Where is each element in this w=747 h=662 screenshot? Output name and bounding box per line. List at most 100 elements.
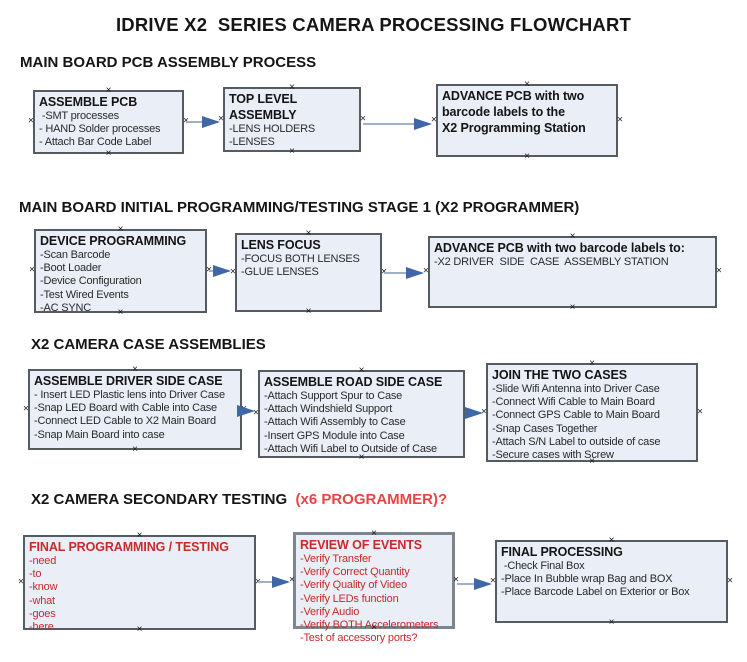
box-item: -GLUE LENSES	[241, 266, 319, 279]
page-title: IDRIVE X2 SERIES CAMERA PROCESSING FLOWC…	[115, 14, 632, 35]
box-title: ADVANCE PCB with two barcode labels to t…	[442, 89, 586, 135]
box-item: -LENSES	[229, 136, 275, 149]
anchor-marker-right: ×	[206, 264, 212, 276]
box-item: -Verify Correct Quantity	[300, 566, 410, 579]
box-item: -Boot Loader	[40, 262, 102, 275]
anchor-marker-right: ×	[255, 576, 261, 587]
anchor-marker-left: ×	[490, 575, 496, 586]
box-item: -Attach S/N Label to outside of case	[492, 435, 661, 448]
box-item: -Attach Windshield Support	[264, 403, 393, 416]
box-item: -Test Wired Events	[40, 288, 129, 301]
section-heading-red-suffix: (x6 PROGRAMMER)?	[295, 491, 448, 508]
box-item: -Verify BOTH Accelerometers	[300, 619, 439, 632]
anchor-marker-right: ×	[360, 113, 366, 124]
anchor-marker-left: ×	[29, 264, 35, 276]
box-item: -Verify LEDs function	[300, 592, 399, 605]
box-item: -Insert GPS Module into Case	[264, 429, 405, 442]
box-join-the-two-cases[interactable]: JOIN THE TWO CASES -Slide Wifi Antenna i…	[481, 359, 703, 467]
box-item: -Attach Wifi Assembly to Case	[264, 416, 406, 429]
box-device-programming[interactable]: DEVICE PROGRAMMING -Scan Barcode -Boot L…	[29, 225, 212, 318]
box-item: - Attach Bar Code Label	[39, 136, 152, 149]
box-advance-pcb-driver-side-station[interactable]: ADVANCE PCB with two barcode labels to: …	[423, 232, 722, 313]
box-title: ASSEMBLE ROAD SIDE CASE	[264, 375, 443, 389]
box-item: -FOCUS BOTH LENSES	[241, 253, 360, 265]
box-title: FINAL PROGRAMMING / TESTING	[29, 540, 229, 554]
box-title: REVIEW OF EVENTS	[300, 538, 423, 552]
box-review-of-events[interactable]: REVIEW OF EVENTS -Verify Transfer -Verif…	[289, 529, 459, 645]
anchor-marker-left: ×	[431, 114, 437, 125]
anchor-marker-left: ×	[423, 265, 429, 277]
anchor-marker-left: ×	[481, 406, 487, 417]
box-assemble-driver-side-case[interactable]: ASSEMBLE DRIVER SIDE CASE - Insert LED P…	[23, 365, 247, 455]
box-item: -Place Barcode Label on Exterior or Box	[501, 586, 690, 599]
box-title: JOIN THE TWO CASES	[492, 368, 628, 382]
anchor-marker-left: ×	[218, 113, 224, 124]
section-heading-text: MAIN BOARD PCB ASSEMBLY PROCESS	[20, 54, 317, 71]
anchor-marker-bottom: ×	[132, 444, 138, 455]
box-title: FINAL PROCESSING	[501, 545, 623, 559]
box-assemble-pcb[interactable]: ASSEMBLE PCB -SMT processes - HAND Solde…	[28, 86, 189, 159]
box-item: -Slide Wifi Antenna into Driver Case	[492, 383, 660, 395]
box-item: -need	[29, 555, 57, 567]
anchor-marker-right: ×	[183, 115, 189, 127]
box-item: -Connect GPS Cable to Main Board	[492, 409, 660, 422]
anchor-marker-left: ×	[23, 403, 29, 414]
box-advance-pcb-programming-station[interactable]: ADVANCE PCB with two barcode labels to t…	[431, 80, 623, 162]
anchor-marker-bottom: ×	[105, 148, 112, 159]
box-final-programming-testing[interactable]: FINAL PROGRAMMING / TESTING -need -to -k…	[18, 531, 261, 635]
anchor-marker-right: ×	[453, 574, 459, 585]
section-heading-case-assemblies: X2 CAMERA CASE ASSEMBLIES	[31, 336, 266, 353]
box-item: -Check Final Box	[501, 560, 585, 572]
section-heading-text: MAIN BOARD INITIAL PROGRAMMING/TESTING S…	[19, 199, 580, 216]
anchor-marker-right: ×	[381, 266, 387, 277]
anchor-marker-right: ×	[716, 265, 722, 277]
box-title: LENS FOCUS	[241, 238, 321, 252]
box-title: ASSEMBLE PCB	[39, 95, 138, 109]
anchor-marker-bottom: ×	[608, 617, 615, 628]
anchor-marker-bottom: ×	[305, 306, 312, 317]
box-title: ASSEMBLE DRIVER SIDE CASE	[34, 374, 223, 388]
section-heading-initial-programming: MAIN BOARD INITIAL PROGRAMMING/TESTING S…	[19, 199, 579, 216]
section-heading-text: X2 CAMERA SECONDARY TESTING	[31, 491, 296, 508]
box-item: -Verify Transfer	[300, 553, 372, 565]
box-item: -to	[29, 568, 42, 581]
box-item: -AC SYNC	[40, 301, 91, 314]
box-lens-focus[interactable]: LENS FOCUS -FOCUS BOTH LENSES -GLUE LENS…	[230, 229, 387, 317]
anchor-marker-right: ×	[727, 575, 733, 586]
box-item: -Verify Audio	[300, 605, 360, 618]
anchor-marker-right: ×	[241, 403, 247, 414]
box-title: ADVANCE PCB with two barcode labels to:	[434, 241, 685, 255]
box-title: DEVICE PROGRAMMING	[40, 234, 187, 248]
box-item: -LENS HOLDERS	[229, 123, 316, 135]
box-assemble-road-side-case[interactable]: ASSEMBLE ROAD SIDE CASE -Attach Support …	[253, 366, 470, 463]
section-heading-pcb-assembly: MAIN BOARD PCB ASSEMBLY PROCESS	[20, 54, 316, 71]
anchor-marker-left: ×	[18, 576, 24, 587]
box-item: -SMT processes	[39, 110, 119, 122]
box-title: TOP LEVEL ASSEMBLY	[229, 92, 297, 122]
box-item: -Place In Bubble wrap Bag and BOX	[501, 573, 673, 586]
anchor-marker-left: ×	[230, 266, 236, 277]
box-item: -what	[29, 594, 55, 607]
section-heading-text: X2 CAMERA CASE ASSEMBLIES	[31, 336, 266, 353]
anchor-marker-left: ×	[289, 574, 295, 585]
box-item: -Snap Cases Together	[492, 422, 598, 435]
box-item: -Snap Main Board into case	[34, 428, 165, 441]
anchor-marker-bottom: ×	[524, 151, 530, 162]
box-final-processing[interactable]: FINAL PROCESSING -Check Final Box -Place…	[490, 536, 733, 628]
anchor-marker-right: ×	[617, 114, 623, 125]
box-item: -goes	[29, 607, 56, 620]
box-item: -Secure cases with Screw	[492, 449, 614, 462]
box-item: -know	[29, 581, 58, 594]
box-item: -Snap LED Board with Cable into Case	[34, 402, 217, 415]
box-item: -Device Configuration	[40, 275, 142, 288]
box-top-level-assembly[interactable]: TOP LEVEL ASSEMBLY -LENS HOLDERS -LENSES…	[218, 83, 366, 157]
box-item: -Connect Wifi Cable to Main Board	[492, 396, 655, 409]
box-item: -Attach Support Spur to Case	[264, 390, 403, 402]
box-item: -Verify Quality of Video	[300, 579, 407, 592]
anchor-marker-bottom: ×	[569, 302, 576, 313]
anchor-marker-left: ×	[28, 115, 34, 127]
box-item: -Test of accessory ports?	[300, 632, 418, 645]
box-item: -X2 DRIVER SIDE CASE ASSEMBLY STATION	[434, 256, 669, 268]
box-item: - HAND Solder processes	[39, 123, 161, 136]
